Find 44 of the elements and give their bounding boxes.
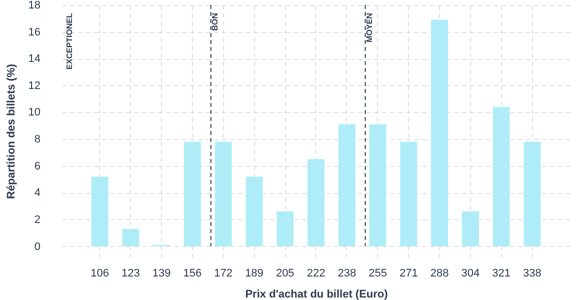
bar [400, 142, 418, 246]
x-tick-label: 321 [492, 268, 510, 280]
y-axis-title: Répartition des billets (%) [5, 64, 18, 200]
y-tick-label: 6 [34, 160, 40, 172]
annotation: EXCEPTIONEL [65, 12, 74, 70]
bar [492, 106, 510, 246]
y-tick-label: 16 [28, 26, 40, 38]
x-tick-label: 106 [90, 268, 110, 280]
x-tick-label: 338 [522, 268, 542, 280]
x-tick-label: 222 [306, 268, 326, 280]
x-tick-label: 238 [338, 268, 356, 280]
y-tick-label: 18 [28, 0, 40, 12]
x-tick-label: 139 [152, 268, 171, 280]
x-tick-label: 304 [461, 268, 480, 280]
ref-line-label: MOYEN [364, 12, 374, 42]
x-tick-label: 271 [399, 268, 418, 280]
y-tick-label: 14 [28, 53, 40, 66]
x-axis-title: Prix d'achat du billet (Euro) [245, 288, 388, 300]
bar [214, 142, 232, 246]
x-tick-label: 205 [276, 268, 294, 280]
bar [91, 176, 108, 246]
x-tick-label: 189 [245, 268, 264, 280]
y-tick-label: 2 [34, 214, 40, 226]
x-tick-label: 123 [122, 268, 140, 280]
bar [431, 20, 448, 246]
y-tick-label: 4 [34, 187, 40, 200]
x-tick-label: 156 [183, 268, 202, 280]
bar [122, 228, 140, 246]
y-tick-label: 10 [28, 106, 40, 119]
ref-line-label: BON [210, 12, 220, 31]
x-tick-label: 255 [368, 268, 387, 280]
y-tick-label: 12 [28, 80, 40, 92]
bar [369, 124, 386, 246]
bar [246, 176, 263, 246]
x-tick-label: 288 [430, 268, 449, 280]
bar [524, 142, 541, 246]
y-tick-label: 8 [34, 134, 40, 146]
bar [184, 142, 201, 246]
y-tick-label: 0 [34, 240, 40, 253]
x-tick-label: 172 [214, 268, 233, 280]
bar [308, 159, 324, 246]
bar [462, 211, 479, 246]
bar [338, 124, 356, 246]
bar [276, 211, 294, 246]
